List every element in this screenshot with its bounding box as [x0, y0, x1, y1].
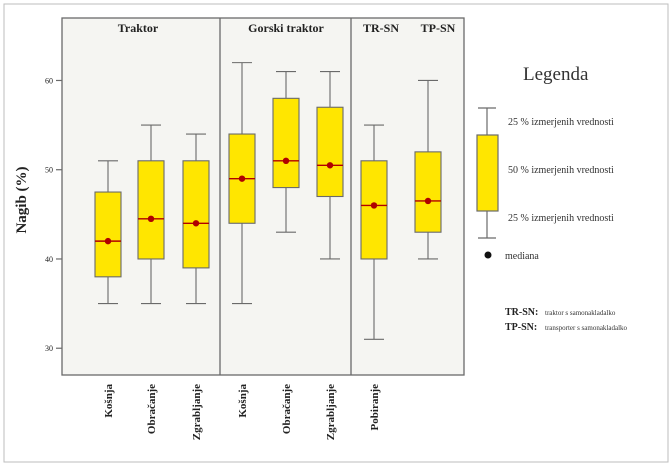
box-4-median-dot [238, 175, 246, 182]
group-labels: Traktor Gorski traktor TR-SN TP-SN [118, 21, 456, 35]
box-3 [182, 133, 210, 305]
box-6-median-dot [326, 162, 334, 169]
y-axis: 30 40 50 60 [45, 76, 62, 353]
box-3-iqr [182, 160, 210, 269]
box-1 [94, 160, 122, 305]
group-label-2: Gorski traktor [248, 21, 324, 35]
x-label-4: Košnja [237, 384, 249, 418]
y-tick-label-0: 30 [45, 344, 53, 353]
box-2 [137, 124, 165, 305]
y-tick-label-2: 50 [45, 166, 53, 175]
box-7-median-dot [370, 202, 378, 209]
legend-note-1-text: traktor s samonakladalko [545, 309, 616, 317]
legend-upper-label: 25 % izmerjenih vrednosti [508, 117, 614, 128]
group-label-4: TP-SN [421, 21, 456, 35]
box-6 [316, 71, 344, 260]
x-label-5: Obračanje [281, 384, 293, 434]
legend-median-marker [484, 251, 492, 259]
legend-box [476, 134, 499, 212]
x-category-labels: Košnja Obračanje Zgrabljanje Košnja Obračanj… [103, 384, 381, 441]
x-label-7: Pobiranje [369, 384, 381, 431]
x-label-3: Zgrabljanje [191, 384, 203, 440]
box-3-median-dot [192, 220, 200, 227]
plot-panel [61, 17, 465, 376]
group-separators [219, 18, 352, 375]
x-label-6: Zgrabljanje [325, 384, 337, 440]
legend-lower-label: 25 % izmerjenih vrednosti [508, 213, 614, 224]
box-6-iqr [316, 106, 344, 198]
y-tick-label-3: 60 [45, 76, 53, 85]
legend: Legenda 25 % izmerjenih vrednosti 50 % i… [476, 64, 628, 333]
legend-median-label: mediana [505, 251, 539, 262]
box-1-median-dot [104, 237, 112, 245]
x-label-2: Obračanje [146, 384, 158, 434]
y-tick-label-1: 40 [45, 255, 53, 264]
legend-note-2-abbr: TP-SN: [505, 322, 537, 333]
box-5-median-dot [282, 157, 290, 164]
box-5-iqr [272, 97, 300, 189]
chart-frame [3, 3, 669, 463]
box-8-median-dot [424, 197, 432, 205]
box-1-iqr [94, 191, 122, 278]
boxes [94, 62, 442, 340]
y-axis-label: Nagib (%) [14, 166, 30, 233]
legend-note-1-abbr: TR-SN: [505, 307, 538, 318]
legend-middle-label: 50 % izmerjenih vrednosti [508, 165, 614, 176]
box-2-median-dot [147, 215, 155, 223]
x-label-1: Košnja [103, 384, 115, 418]
box-7 [360, 124, 388, 340]
group-label-1: Traktor [118, 21, 159, 35]
box-5 [272, 71, 300, 233]
legend-note-2-text: transporter s samonakladalko [545, 324, 628, 332]
group-label-3: TR-SN [363, 21, 399, 35]
box-4 [228, 62, 256, 305]
box-8 [414, 79, 442, 260]
box-2-iqr [137, 160, 165, 260]
box-8-iqr [414, 151, 442, 233]
legend-title: Legenda [523, 64, 589, 85]
box-7-iqr [360, 160, 388, 260]
